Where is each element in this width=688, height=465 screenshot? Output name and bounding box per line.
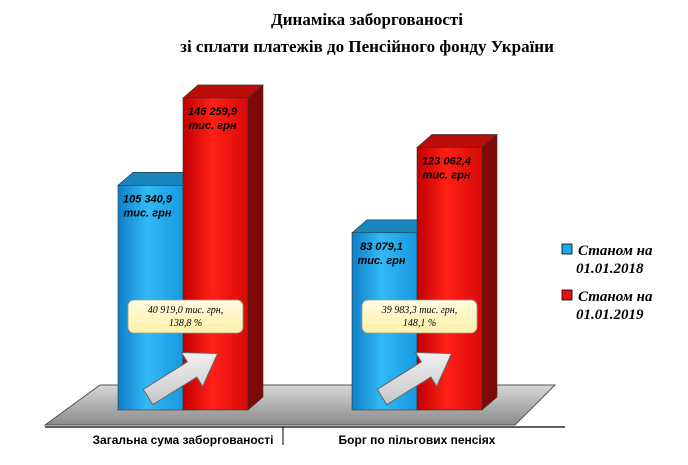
legend-item-1: Станом на 01.01.2018 — [561, 243, 653, 277]
chart-title-line-1: Динаміка заборгованості — [271, 10, 463, 29]
legend-swatch — [561, 289, 573, 301]
svg-text:тис. грн: тис. грн — [124, 207, 172, 219]
increase-arrow-icon — [376, 351, 453, 406]
legend-label-line-2: 01.01.2019 — [576, 307, 644, 323]
annotation-line-2: 148,1 % — [403, 318, 436, 329]
legend-label-line-1: Станом на — [578, 243, 653, 259]
svg-text:тис. грн: тис. грн — [423, 169, 471, 181]
category-label-1: Загальна сума заборгованості — [93, 433, 274, 447]
annotation-box — [127, 299, 244, 334]
data-label-1-2: 83 079,1 тис. грн — [358, 241, 406, 267]
increase-arrow-icon — [142, 351, 219, 406]
annotation-line-1: 39 983,3 тис. грн, — [381, 305, 458, 316]
category-label-2: Борг по пільгових пенсіях — [339, 433, 496, 447]
annotation-line-2: 138,8 % — [169, 318, 202, 329]
legend-label-line-2: 01.01.2018 — [576, 261, 644, 277]
svg-text:146 259,9: 146 259,9 — [188, 106, 238, 118]
difference-annotation-1: 40 919,0 тис. грн, 138,8 % — [127, 299, 244, 406]
difference-annotation-2: 39 983,3 тис. грн, 148,1 % — [361, 299, 478, 406]
svg-text:123 062,4: 123 062,4 — [422, 155, 471, 167]
annotations: 40 919,0 тис. грн, 138,8 % 39 983,3 тис. г… — [127, 299, 478, 406]
bars — [117, 84, 498, 411]
svg-text:тис. грн: тис. грн — [189, 120, 237, 132]
category-axis: Загальна сума заборгованості Борг по піль… — [93, 433, 496, 447]
annotation-line-1: 40 919,0 тис. грн, — [148, 305, 224, 316]
svg-text:105 340,9: 105 340,9 — [123, 193, 173, 205]
legend-item-2: Станом на 01.01.2019 — [561, 289, 653, 323]
svg-text:тис. грн: тис. грн — [358, 255, 406, 267]
data-label-2-1: 146 259,9 тис. грн — [188, 106, 238, 132]
svg-text:83 079,1: 83 079,1 — [360, 241, 403, 253]
legend: Станом на 01.01.2018 Станом на 01.01.2019 — [561, 243, 653, 323]
annotation-box — [361, 299, 478, 334]
legend-label-line-1: Станом на — [578, 289, 653, 305]
data-label-2-2: 123 062,4 тис. грн — [422, 155, 471, 181]
chart-title-line-2: зі сплати платежів до Пенсійного фонду У… — [180, 37, 554, 56]
data-label-1-1: 105 340,9 тис. грн — [123, 193, 173, 219]
legend-swatch — [561, 243, 573, 255]
